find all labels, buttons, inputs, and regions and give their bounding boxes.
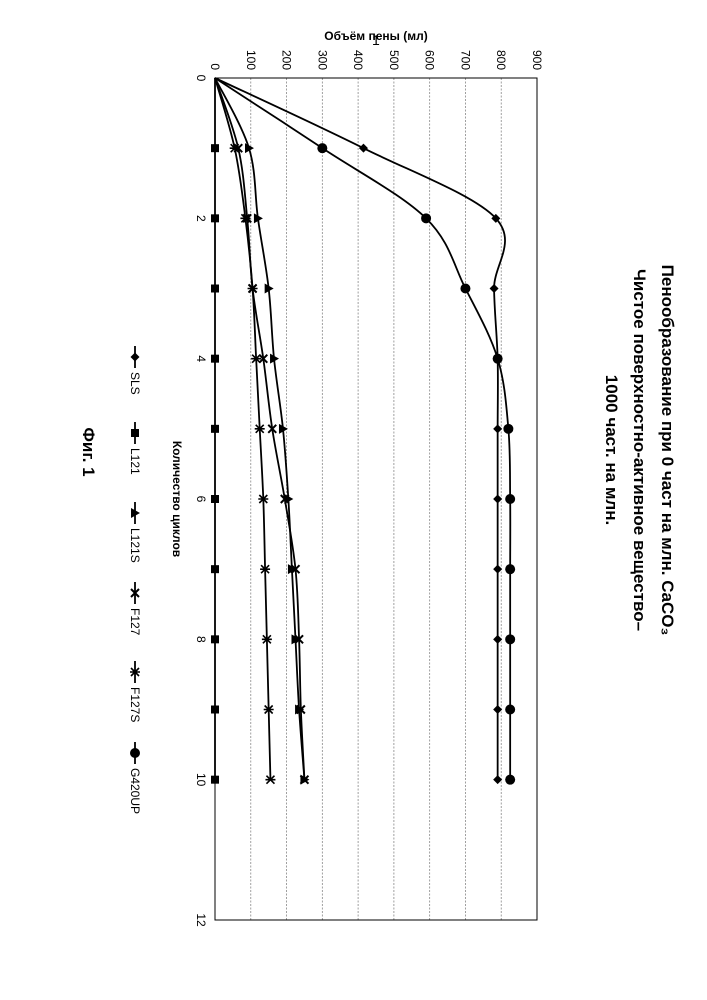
point-g420up-8 xyxy=(505,634,515,644)
point-sls-6 xyxy=(493,495,502,504)
point-g420up-3 xyxy=(460,284,470,294)
legend-label-g420up: G420UP xyxy=(128,768,142,814)
point-g420up-6 xyxy=(505,494,515,504)
legend-item-f127s: F127S xyxy=(128,661,142,722)
x-tick-label-6: 12 xyxy=(194,913,208,927)
point-g420up-5 xyxy=(503,424,513,434)
y-tick-label-9: 900 xyxy=(530,50,544,70)
point-g420up-7 xyxy=(505,564,515,574)
point-sls-7 xyxy=(493,565,502,574)
chart-title-line-3: 1000 част. на млн. xyxy=(602,375,621,525)
y-tick-label-1: 100 xyxy=(244,50,258,70)
legend-item-l121: L121 xyxy=(128,422,142,475)
point-l121-10 xyxy=(211,776,219,784)
legend-label-l121s: L121S xyxy=(128,528,142,563)
y-tick-label-3: 300 xyxy=(315,50,329,70)
y-tick-label-4: 400 xyxy=(351,50,365,70)
point-l121-8 xyxy=(211,635,219,643)
legend-item-l121s: L121S xyxy=(128,502,142,563)
series-group xyxy=(211,78,515,785)
legend-label-f127: F127 xyxy=(128,608,142,636)
point-g420up-2 xyxy=(421,213,431,223)
point-l121-9 xyxy=(211,706,219,714)
legend-item-f127: F127 xyxy=(128,582,142,636)
y-tick-label-6: 600 xyxy=(423,50,437,70)
point-g420up-10 xyxy=(505,775,515,785)
x-tick-label-3: 6 xyxy=(194,496,208,503)
chart-title-line-1: Пенообразование при 0 част на млн. CaCO₃ xyxy=(658,265,677,636)
x-tick-label-5: 10 xyxy=(194,773,208,787)
point-l121-6 xyxy=(211,495,219,503)
point-sls-10 xyxy=(493,775,502,784)
point-l121-7 xyxy=(211,565,219,573)
figure-caption: Фиг. 1 xyxy=(79,427,98,476)
legend-marker-g420up xyxy=(130,748,140,758)
point-g420up-4 xyxy=(493,354,503,364)
series-l121 xyxy=(211,78,219,784)
y-tick-label-2: 200 xyxy=(280,50,294,70)
y-axis-label: Объём пены (мл) xyxy=(324,29,427,43)
point-g420up-1 xyxy=(317,143,327,153)
point-l121-5 xyxy=(211,425,219,433)
point-sls-8 xyxy=(493,635,502,644)
point-l121-3 xyxy=(211,285,219,293)
y-tick-label-5: 500 xyxy=(387,50,401,70)
x-tick-label-4: 8 xyxy=(194,636,208,643)
legend: SLS L121 L121S F127 F127S G420UP xyxy=(128,346,142,814)
x-tick-label-0: 0 xyxy=(194,75,208,82)
legend-marker-l121 xyxy=(131,429,139,437)
point-sls-9 xyxy=(493,705,502,714)
point-g420up-9 xyxy=(505,705,515,715)
legend-marker-sls xyxy=(131,353,140,362)
x-tick-label-2: 4 xyxy=(194,355,208,362)
legend-label-l121: L121 xyxy=(128,448,142,475)
point-l121-1 xyxy=(211,144,219,152)
legend-item-g420up: G420UP xyxy=(128,742,142,814)
legend-item-sls: SLS xyxy=(128,346,142,395)
point-sls-3 xyxy=(490,284,499,293)
y-tick-label-0: 0 xyxy=(208,63,222,70)
chart-title: Пенообразование при 0 част на млн. CaCO₃… xyxy=(602,265,677,636)
x-tick-label-1: 2 xyxy=(194,215,208,222)
legend-label-f127s: F127S xyxy=(128,687,142,722)
rotated-chart: 0 100 200 300 400 500 600 700 800 900 0 2 4 6 8 10 12 Пе… xyxy=(79,29,677,927)
series-f127s xyxy=(215,78,275,784)
point-l121-2 xyxy=(211,214,219,222)
y-tick-label-7: 700 xyxy=(458,50,472,70)
point-sls-1 xyxy=(359,144,368,153)
chart-title-line-2: Чистое поверхностно-активное вещество– xyxy=(630,269,649,631)
legend-label-sls: SLS xyxy=(128,372,142,395)
y-tick-label-8: 800 xyxy=(494,50,508,70)
point-sls-5 xyxy=(493,424,502,433)
point-l121-4 xyxy=(211,355,219,363)
tick-labels: 0 100 200 300 400 500 600 700 800 900 0 2 4 6 8 10 12 xyxy=(194,50,544,927)
x-axis-label: Количество циклов xyxy=(170,441,184,557)
